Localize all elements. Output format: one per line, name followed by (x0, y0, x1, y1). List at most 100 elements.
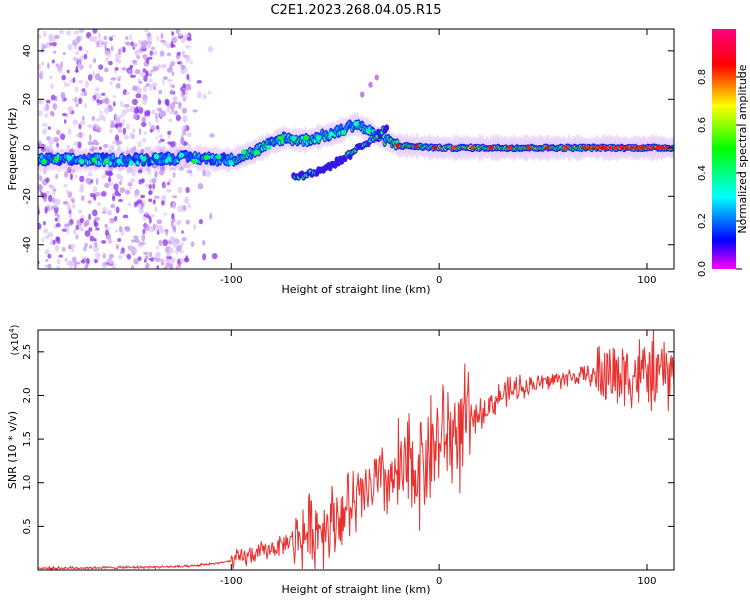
heatmap-noise-point (170, 221, 175, 228)
heatmap-noise-point (88, 227, 93, 232)
heatmap-noise-point (158, 89, 163, 95)
heatmap-noise-point (96, 99, 100, 103)
heatmap-noise-point (64, 223, 69, 227)
heatmap-peak (545, 145, 550, 150)
heatmap-noise-point (84, 242, 88, 248)
heatmap-blob (54, 156, 60, 162)
heatmap-noise-point (179, 249, 185, 254)
heatmap-noise-point (183, 95, 188, 100)
heatmap-blob (315, 135, 322, 141)
snr-frame (37, 329, 675, 571)
heatmap-noise-point (102, 210, 106, 215)
heatmap-peak (488, 145, 494, 150)
heatmap-noise-point (130, 74, 137, 78)
heatmap-noise-point (137, 106, 142, 110)
heatmap-noise-point (112, 101, 116, 107)
heatmap-blob (353, 121, 359, 127)
heatmap-noise-point (169, 83, 173, 88)
heatmap-noise-point (171, 213, 175, 221)
heatmap-noise-point (42, 220, 46, 226)
heatmap-noise-point (133, 193, 139, 198)
heatmap-noise-point (97, 39, 103, 45)
heatmap-ridge-core (108, 160, 112, 166)
heatmap-noise-point (95, 141, 99, 146)
heatmap-noise-point (164, 258, 170, 263)
heatmap-noise-point (173, 96, 178, 100)
snr-xlabel: Height of straight line (km) (281, 583, 430, 596)
heatmap-blob (41, 158, 47, 164)
heatmap-noise-point (187, 143, 191, 148)
heatmap-noise-point (88, 134, 92, 142)
snr-xtick-label: -100 (220, 576, 243, 587)
heatmap-noise-point (108, 60, 113, 66)
heatmap-noise-point (159, 112, 163, 118)
heatmap-noise-point (98, 126, 102, 134)
heatmap-noise-point (87, 172, 93, 177)
heatmap-noise-point (144, 211, 149, 215)
heatmap-noise-point (166, 99, 170, 107)
heatmap-noise-point (103, 143, 109, 149)
snr-ylabel: SNR (10 * v/v) (6, 411, 19, 489)
heatmap-noise-point (83, 266, 86, 269)
heatmap-noise-point (182, 83, 187, 89)
heatmap-noise-point (165, 228, 169, 236)
heatmap-noise-point (42, 123, 48, 127)
heatmap-noise-point (68, 260, 75, 266)
heatmap-noise-point (72, 39, 78, 43)
heatmap-isolated (360, 91, 365, 98)
heatmap-noise-point (175, 266, 181, 269)
heatmap-noise-point (202, 93, 207, 100)
heatmap-noise-point (60, 91, 66, 99)
heatmap-noise-point (122, 46, 126, 53)
heatmap-peak (624, 145, 628, 150)
spectrogram-ytick-label: -40 (22, 237, 33, 253)
heatmap-noise-point (109, 217, 115, 224)
heatmap-noise-point (181, 107, 188, 114)
heatmap-noise-point (61, 246, 66, 252)
heatmap-noise-point (168, 118, 173, 123)
heatmap-noise-point (171, 31, 175, 36)
heatmap-noise-point (121, 67, 127, 71)
heatmap-noise-point (151, 178, 157, 184)
heatmap-noise-point (92, 209, 98, 217)
heatmap-noise-point (64, 258, 68, 262)
heatmap-noise-point (47, 253, 52, 259)
heatmap-peak (639, 145, 644, 150)
heatmap-noise-point (117, 140, 123, 145)
heatmap-noise-point (171, 36, 178, 44)
heatmap-noise-point (43, 228, 49, 234)
heatmap-noise-point (180, 241, 184, 247)
heatmap-peak (619, 145, 623, 150)
heatmap-noise-point (196, 91, 202, 99)
heatmap-noise-point (137, 169, 143, 174)
heatmap-noise-point (98, 76, 104, 83)
heatmap-noise-point (150, 258, 154, 262)
heatmap-noise-point (97, 32, 101, 39)
heatmap-noise-point (44, 113, 49, 119)
heatmap-noise-point (120, 101, 124, 108)
heatmap-noise-point (118, 225, 123, 233)
colorbar-tick-label: 0.4 (697, 165, 708, 181)
heatmap-noise-point (148, 78, 153, 83)
colorbar-tick-label: 0.6 (697, 117, 708, 133)
heatmap-blob (291, 135, 297, 141)
figure-title: C2E1.2023.268.04.05.R15 (270, 3, 441, 18)
heatmap-noise-point (132, 128, 136, 134)
heatmap-noise-point (144, 255, 149, 260)
spectrogram-frame (37, 28, 675, 270)
heatmap-noise-point (109, 128, 113, 134)
heatmap-noise-point (178, 166, 184, 171)
heatmap-noise-point (127, 202, 132, 207)
heatmap-noise-point (77, 61, 81, 69)
heatmap-noise-point (133, 248, 138, 254)
heatmap-noise-point (179, 257, 185, 264)
heatmap-noise-point (56, 142, 59, 148)
heatmap-noise-point (52, 191, 56, 196)
heatmap-noise-point (57, 63, 62, 68)
heatmap-noise-point (209, 212, 213, 220)
heatmap-noise-point (55, 222, 61, 228)
heatmap-noise-point (173, 226, 177, 233)
heatmap-noise-point (143, 74, 148, 82)
heatmap-noise-point (138, 208, 145, 214)
heatmap-noise-point (75, 58, 82, 63)
